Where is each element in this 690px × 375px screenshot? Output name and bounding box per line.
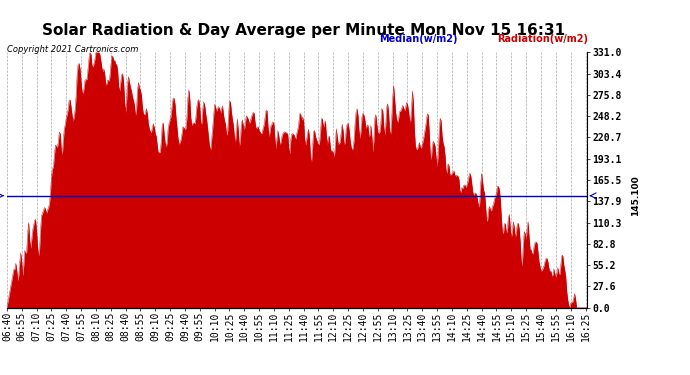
Text: Median(w/m2): Median(w/m2) [380, 34, 458, 44]
Text: Solar Radiation & Day Average per Minute Mon Nov 15 16:31: Solar Radiation & Day Average per Minute… [42, 22, 565, 38]
Text: Radiation(w/m2): Radiation(w/m2) [497, 34, 588, 44]
Text: Copyright 2021 Cartronics.com: Copyright 2021 Cartronics.com [7, 45, 138, 54]
Text: 145.100: 145.100 [631, 176, 640, 216]
